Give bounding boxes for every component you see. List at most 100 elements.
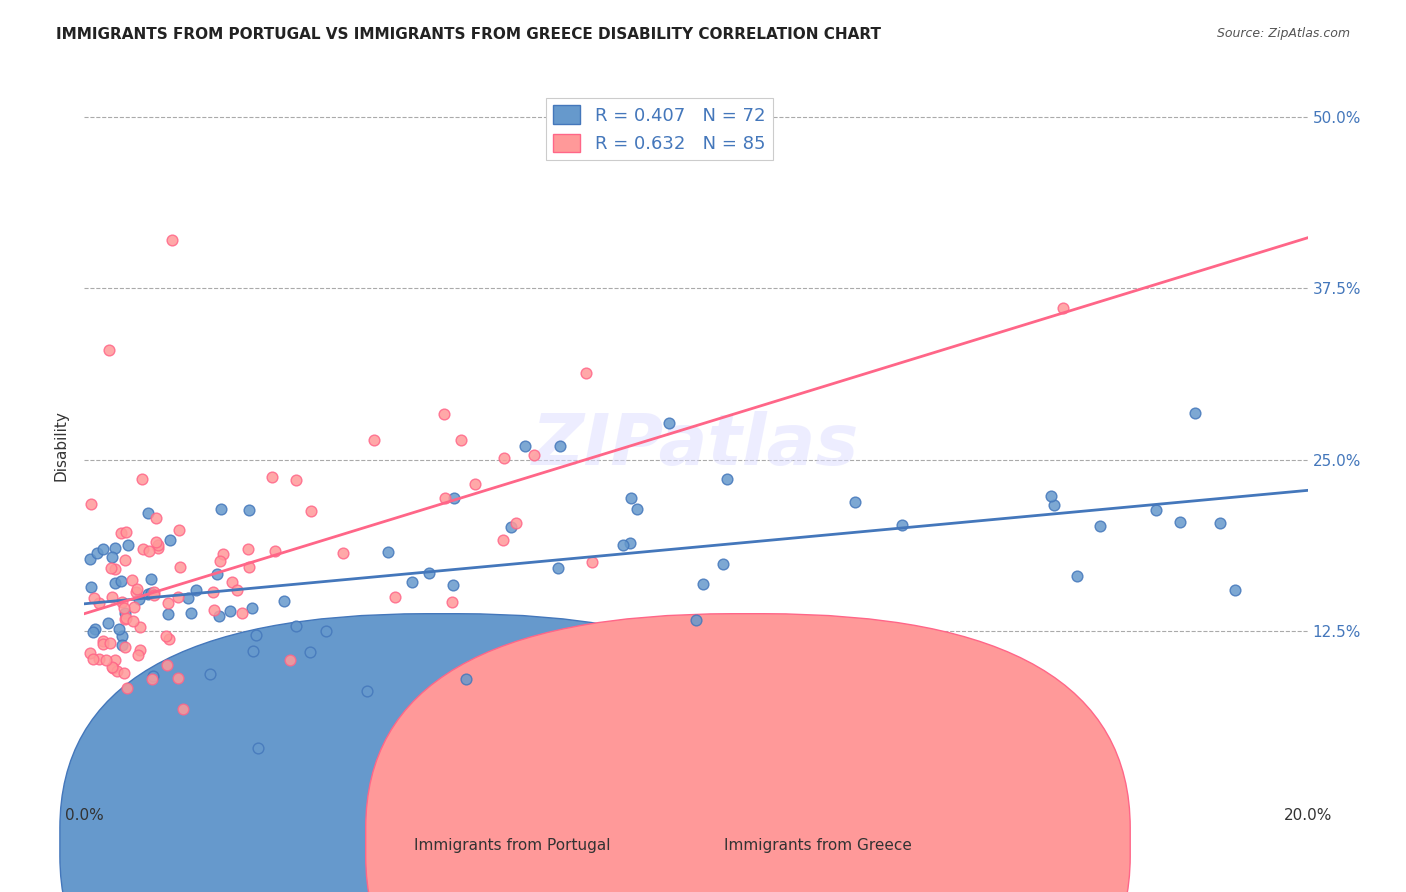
Point (263, 544, 285, 558)
Point (440, 595, 463, 609)
Point (157, 597, 180, 611)
Point (139, 572, 162, 586)
Point (114, 611, 136, 625)
Point (101, 661, 124, 675)
Point (110, 574, 132, 588)
Point (711, 558, 734, 572)
Point (278, 653, 301, 667)
Point (443, 491, 465, 505)
Point (575, 366, 598, 380)
Point (363, 433, 385, 447)
Point (142, 584, 165, 599)
Point (125, 582, 148, 597)
Point (221, 575, 243, 590)
Point (505, 516, 527, 530)
Point (1184, 406, 1206, 420)
Point (240, 600, 263, 615)
Point (285, 473, 308, 487)
Point (202, 603, 225, 617)
Point (238, 559, 260, 574)
Point (454, 672, 477, 686)
Point (499, 520, 522, 534)
Point (238, 502, 260, 516)
Point (110, 629, 132, 643)
Legend: R = 0.407   N = 72, R = 0.632   N = 85: R = 0.407 N = 72, R = 0.632 N = 85 (546, 98, 772, 161)
Point (124, 584, 146, 599)
Point (384, 591, 406, 605)
Point (692, 577, 714, 591)
Point (619, 536, 641, 550)
Point (332, 546, 354, 560)
Point (79, 646, 101, 660)
Point (98, 636, 121, 650)
Point (86, 546, 108, 560)
Point (83, 591, 105, 605)
Point (299, 504, 322, 518)
Point (464, 477, 486, 491)
Point (80, 580, 103, 594)
FancyBboxPatch shape (60, 614, 824, 892)
Point (110, 526, 132, 541)
Point (110, 595, 132, 609)
Point (212, 547, 235, 561)
Point (141, 673, 163, 687)
Point (112, 600, 135, 615)
Point (418, 566, 440, 581)
Text: Immigrants from Portugal: Immigrants from Portugal (415, 838, 610, 853)
Point (91, 542, 114, 557)
Point (513, 439, 536, 453)
Point (129, 620, 152, 634)
Point (82, 624, 104, 639)
Point (132, 542, 155, 557)
Point (84, 622, 107, 636)
Point (98, 343, 121, 357)
Point (111, 638, 134, 652)
Point (494, 451, 516, 466)
Point (101, 549, 124, 564)
Point (101, 660, 124, 674)
Point (844, 495, 866, 509)
Point (155, 629, 177, 643)
Point (356, 683, 378, 698)
Point (231, 606, 253, 620)
Point (91, 634, 114, 648)
Point (177, 591, 200, 605)
Point (1168, 515, 1191, 529)
Point (626, 502, 648, 516)
Point (226, 582, 249, 597)
Point (523, 448, 546, 462)
Point (160, 233, 183, 247)
Point (87, 596, 110, 610)
Point (104, 653, 127, 667)
Point (550, 439, 572, 453)
Point (685, 613, 707, 627)
Point (121, 573, 143, 587)
Text: Source: ZipAtlas.com: Source: ZipAtlas.com (1216, 27, 1350, 40)
Point (1043, 499, 1066, 513)
Point (492, 533, 515, 548)
Point (82, 652, 104, 666)
Point (247, 740, 270, 755)
Point (658, 416, 681, 430)
Point (169, 560, 191, 574)
Point (208, 609, 231, 624)
Point (401, 574, 423, 589)
Point (79, 551, 101, 566)
Point (1225, 583, 1247, 598)
Point (236, 541, 259, 556)
Point (1144, 503, 1167, 517)
Text: Immigrants from Greece: Immigrants from Greece (724, 838, 912, 853)
Point (112, 666, 135, 681)
Point (114, 606, 136, 620)
Point (547, 561, 569, 575)
Point (441, 578, 464, 592)
Point (136, 506, 159, 520)
Point (101, 590, 124, 604)
Point (89, 652, 111, 666)
Point (1088, 519, 1111, 533)
Point (156, 658, 179, 673)
Point (148, 541, 170, 555)
Point (114, 612, 136, 626)
Point (1040, 489, 1063, 503)
Point (115, 524, 138, 539)
